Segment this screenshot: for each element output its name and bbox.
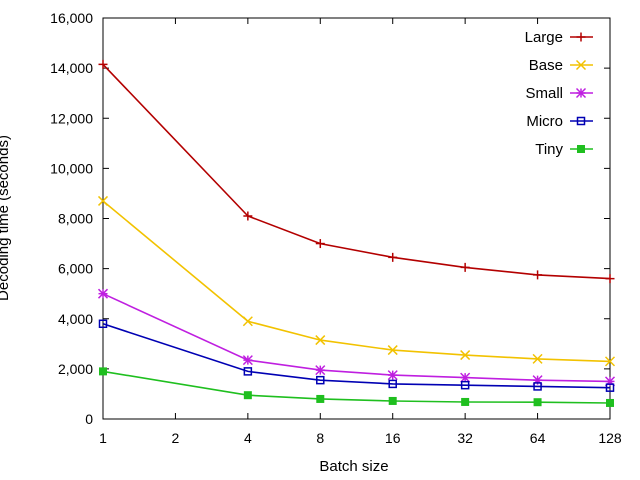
legend-label-small: Small xyxy=(525,85,563,102)
y-axis-title: Decoding time (seconds) xyxy=(0,135,12,301)
data-point-base xyxy=(97,195,109,206)
data-point-large xyxy=(315,239,325,249)
x-tick-label: 64 xyxy=(530,430,546,446)
legend-entry-small: Small xyxy=(525,85,593,102)
y-tick-label: 14,000 xyxy=(50,60,93,76)
data-point-base xyxy=(387,345,398,356)
data-point-base xyxy=(532,353,543,364)
x-tick-label: 2 xyxy=(172,430,180,446)
data-point-tiny xyxy=(533,398,542,407)
legend-label-micro: Micro xyxy=(526,113,563,130)
legend-entry-tiny: Tiny xyxy=(535,141,593,158)
legend-marker-micro xyxy=(576,116,586,126)
legend-label-tiny: Tiny xyxy=(535,141,563,158)
legend-marker-small xyxy=(575,87,587,99)
data-point-micro xyxy=(388,379,397,389)
y-tick-label: 6,000 xyxy=(58,261,93,277)
x-tick-label: 8 xyxy=(316,430,324,446)
y-tick-label: 8,000 xyxy=(58,211,93,227)
legend-label-large: Large xyxy=(525,29,563,46)
series-line-small xyxy=(102,292,611,383)
data-point-large xyxy=(388,252,398,262)
data-point-large xyxy=(533,270,543,280)
data-point-micro xyxy=(243,367,253,376)
data-point-tiny xyxy=(388,396,397,405)
series-small xyxy=(97,288,616,387)
legend-label-base: Base xyxy=(529,57,563,74)
y-tick-label: 10,000 xyxy=(50,160,93,176)
series-tiny xyxy=(99,367,614,407)
data-point-tiny xyxy=(316,394,325,403)
legend-entry-base: Base xyxy=(529,57,593,74)
legend-marker-tiny xyxy=(577,145,585,153)
x-tick-label: 4 xyxy=(244,430,252,446)
data-point-large xyxy=(605,274,615,284)
series-line-base xyxy=(102,200,611,363)
data-point-small xyxy=(97,288,109,299)
y-tick-label: 2,000 xyxy=(58,361,93,377)
data-point-small xyxy=(315,365,326,376)
data-point-small xyxy=(460,372,471,383)
data-point-base xyxy=(242,316,253,327)
data-point-small xyxy=(387,370,398,381)
legend: Large Base Small Micro Tiny xyxy=(525,29,593,158)
data-point-tiny xyxy=(99,367,107,376)
data-point-micro xyxy=(316,375,325,385)
series-line-micro xyxy=(102,323,611,389)
data-point-base xyxy=(460,350,471,361)
series-layer xyxy=(97,59,616,407)
y-tick-label: 0 xyxy=(85,411,93,427)
data-point-large xyxy=(98,59,108,69)
axis-ticks: 1 2 4 8 16 32 64 128 0 2,000 4,000 6,000 8,000 10,000… xyxy=(50,10,622,446)
data-point-micro xyxy=(460,380,470,390)
y-tick-label: 16,000 xyxy=(50,10,93,26)
data-point-tiny xyxy=(243,391,252,400)
x-tick-label: 128 xyxy=(598,430,622,446)
data-point-tiny xyxy=(461,397,470,406)
series-base xyxy=(97,195,616,367)
data-point-tiny xyxy=(606,398,614,407)
data-point-large xyxy=(460,262,470,272)
x-tick-label: 32 xyxy=(457,430,473,446)
data-point-micro xyxy=(98,319,108,329)
data-point-large xyxy=(243,211,253,221)
x-tick-label: 1 xyxy=(99,430,107,446)
legend-marker-base xyxy=(575,59,587,71)
series-large xyxy=(98,59,615,284)
series-micro xyxy=(98,319,615,392)
legend-entry-large: Large xyxy=(525,29,593,46)
x-axis-title: Batch size xyxy=(319,458,388,475)
x-tick-label: 16 xyxy=(385,430,401,446)
data-point-base xyxy=(604,356,616,367)
y-tick-label: 12,000 xyxy=(50,110,93,126)
y-tick-label: 4,000 xyxy=(58,311,93,327)
data-point-micro xyxy=(605,383,615,392)
data-point-micro xyxy=(533,382,542,391)
data-point-base xyxy=(315,335,326,346)
legend-entry-micro: Micro xyxy=(526,113,593,130)
data-point-small xyxy=(242,355,253,366)
legend-marker-large xyxy=(576,32,586,42)
